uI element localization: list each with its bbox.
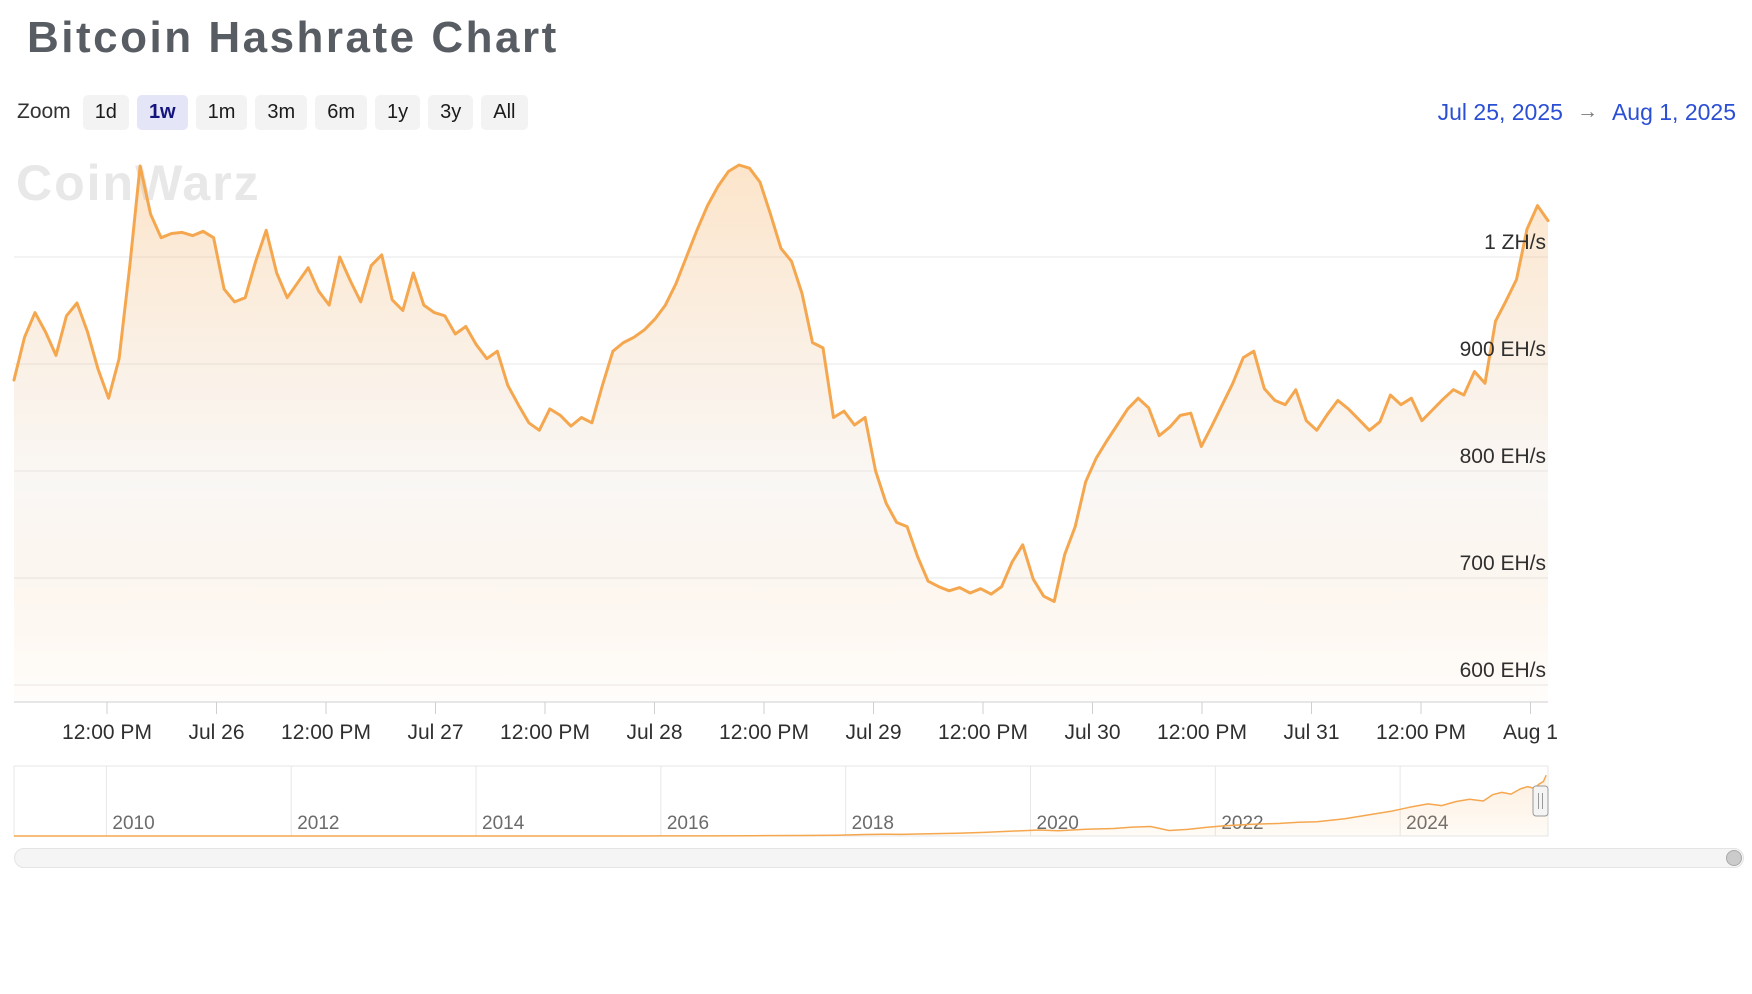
- range-to-date[interactable]: Aug 1, 2025: [1611, 98, 1736, 125]
- y-axis-label: 800 EH/s: [1460, 445, 1546, 468]
- series-area-fill: [14, 165, 1548, 703]
- x-axis-label: 12:00 PM: [1376, 721, 1466, 744]
- navigator-year-label: 2018: [852, 813, 894, 834]
- navigator[interactable]: 20102012201420162018202020222024: [0, 764, 1752, 840]
- timeline-scrollbar-thumb[interactable]: [1726, 850, 1742, 867]
- y-axis-label: 600 EH/s: [1460, 659, 1546, 682]
- zoom-button-1d[interactable]: 1d: [82, 94, 129, 130]
- navigator-year-label: 2020: [1037, 813, 1079, 834]
- x-axis-label: 12:00 PM: [1157, 721, 1247, 744]
- x-axis-label: Jul 30: [1064, 721, 1120, 744]
- zoom-button-all[interactable]: All: [481, 94, 528, 130]
- navigator-series-line: [14, 775, 1547, 838]
- y-axis-label: 700 EH/s: [1460, 552, 1546, 575]
- page-title: Bitcoin Hashrate Chart: [27, 13, 559, 62]
- x-axis-label: Jul 26: [188, 721, 244, 744]
- navigator-year-label: 2010: [112, 813, 154, 834]
- range-from-date[interactable]: Jul 25, 2025: [1437, 98, 1563, 125]
- zoom-button-6m[interactable]: 6m: [315, 94, 368, 130]
- x-axis-label: 12:00 PM: [281, 721, 371, 744]
- timeline-scrollbar-track[interactable]: [14, 848, 1744, 869]
- zoom-button-1m[interactable]: 1m: [195, 94, 248, 130]
- x-axis-label: Aug 1: [1503, 721, 1558, 744]
- y-axis-labels: 1 ZH/s 900 EH/s 800 EH/s 700 EH/s 600 EH/s: [1460, 231, 1546, 682]
- date-range: Jul 25, 2025 → Aug 1, 2025: [1438, 99, 1736, 126]
- range-arrow-icon: →: [1576, 100, 1598, 124]
- zoom-button-1y[interactable]: 1y: [375, 94, 421, 130]
- x-axis-label: Jul 28: [626, 721, 682, 744]
- navigator-year-label: 2016: [667, 813, 709, 834]
- chart-toolbar: Zoom 1d 1w 1m 3m 6m 1y 3y All Jul 25, 20…: [17, 94, 1736, 130]
- x-axis-label: 12:00 PM: [500, 721, 590, 744]
- x-axis-label: 12:00 PM: [719, 721, 809, 744]
- x-axis-label: 12:00 PM: [62, 721, 152, 744]
- x-axis-label: Jul 31: [1283, 721, 1339, 744]
- y-axis-label: 1 ZH/s: [1484, 231, 1546, 254]
- navigator-handle[interactable]: [1532, 785, 1549, 817]
- zoom-label: Zoom: [17, 100, 71, 124]
- x-axis-label: Jul 29: [845, 721, 901, 744]
- zoom-button-3m[interactable]: 3m: [255, 94, 308, 130]
- zoom-button-group: 1d 1w 1m 3m 6m 1y 3y All: [82, 94, 528, 130]
- x-axis: 12:00 PM Jul 26 12:00 PM Jul 27 12:00 PM Jul …: [14, 701, 1558, 744]
- navigator-year-label: 2014: [482, 813, 525, 834]
- navigator-area-fill: [14, 775, 1548, 837]
- zoom-button-3y[interactable]: 3y: [428, 94, 474, 130]
- navigator-year-label: 2012: [297, 813, 339, 834]
- navigator-gridlines: 20102012201420162018202020222024: [105, 766, 1449, 837]
- series-line: [12, 163, 1550, 604]
- zoom-button-1w[interactable]: 1w: [136, 94, 188, 130]
- x-axis-label: 12:00 PM: [938, 721, 1028, 744]
- x-axis-label: Jul 27: [407, 721, 463, 744]
- y-axis-label: 900 EH/s: [1460, 338, 1546, 361]
